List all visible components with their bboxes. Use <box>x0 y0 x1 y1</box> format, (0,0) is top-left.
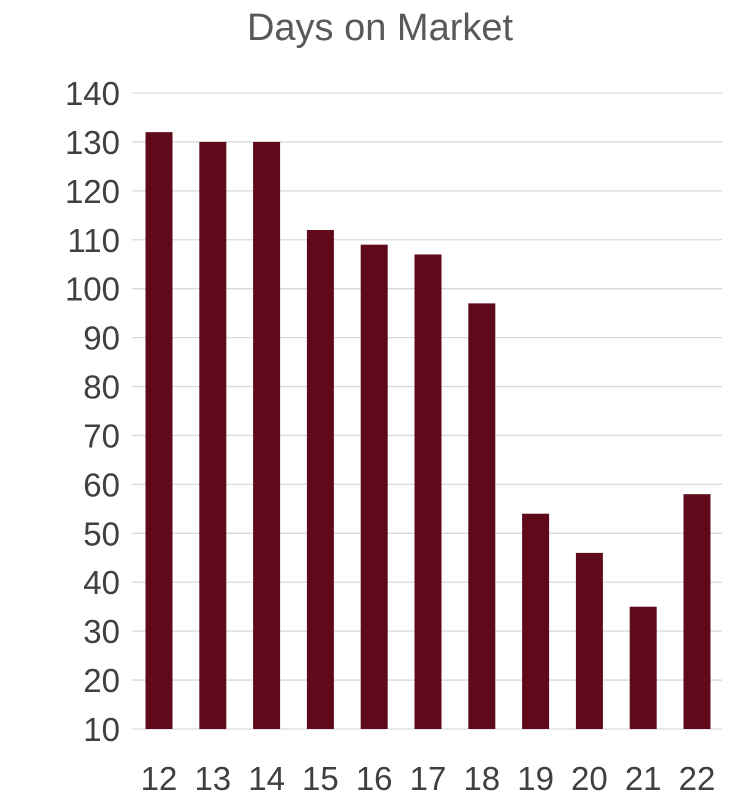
x-tick-label-20: 20 <box>571 760 608 797</box>
x-axis-tick-labels: 12 13 14 15 16 17 18 19 20 21 22 <box>141 760 716 797</box>
y-tick-label-10: 10 <box>83 711 120 748</box>
y-tick-label-90: 90 <box>83 320 120 357</box>
bar-19 <box>522 513 550 729</box>
x-tick-label-15: 15 <box>302 760 339 797</box>
y-tick-label-130: 130 <box>65 124 120 161</box>
x-tick-label-18: 18 <box>463 760 500 797</box>
chart-title: Days on Market <box>247 7 514 49</box>
bar-14 <box>253 141 281 729</box>
y-tick-label-110: 110 <box>67 222 120 259</box>
x-tick-label-12: 12 <box>141 760 178 797</box>
bars <box>145 132 711 730</box>
y-tick-label-70: 70 <box>83 417 120 454</box>
x-tick-label-19: 19 <box>517 760 554 797</box>
y-tick-label-60: 60 <box>83 466 120 503</box>
x-tick-label-17: 17 <box>410 760 447 797</box>
bar-16 <box>360 244 388 729</box>
y-tick-label-140: 140 <box>65 75 120 112</box>
y-tick-label-120: 120 <box>65 173 120 210</box>
x-tick-label-14: 14 <box>248 760 285 797</box>
y-tick-label-30: 30 <box>83 613 120 650</box>
bar-18 <box>468 303 496 729</box>
bar-15 <box>306 229 334 729</box>
y-tick-label-80: 80 <box>83 369 120 406</box>
bar-21 <box>629 606 657 729</box>
bar-13 <box>199 141 227 729</box>
y-tick-label-100: 100 <box>65 271 120 308</box>
bar-17 <box>414 254 442 729</box>
x-tick-label-16: 16 <box>356 760 393 797</box>
bar-22 <box>683 494 711 729</box>
x-tick-label-13: 13 <box>194 760 231 797</box>
bar-12 <box>145 132 173 730</box>
y-tick-label-20: 20 <box>83 662 120 699</box>
y-axis-tick-labels: 140 130 120 110 100 90 80 70 60 50 40 30 20 10 <box>65 75 120 748</box>
x-tick-label-21: 21 <box>625 760 662 797</box>
x-tick-label-22: 22 <box>679 760 716 797</box>
y-tick-label-40: 40 <box>83 564 120 601</box>
y-tick-label-50: 50 <box>83 515 120 552</box>
bar-20 <box>575 552 603 729</box>
